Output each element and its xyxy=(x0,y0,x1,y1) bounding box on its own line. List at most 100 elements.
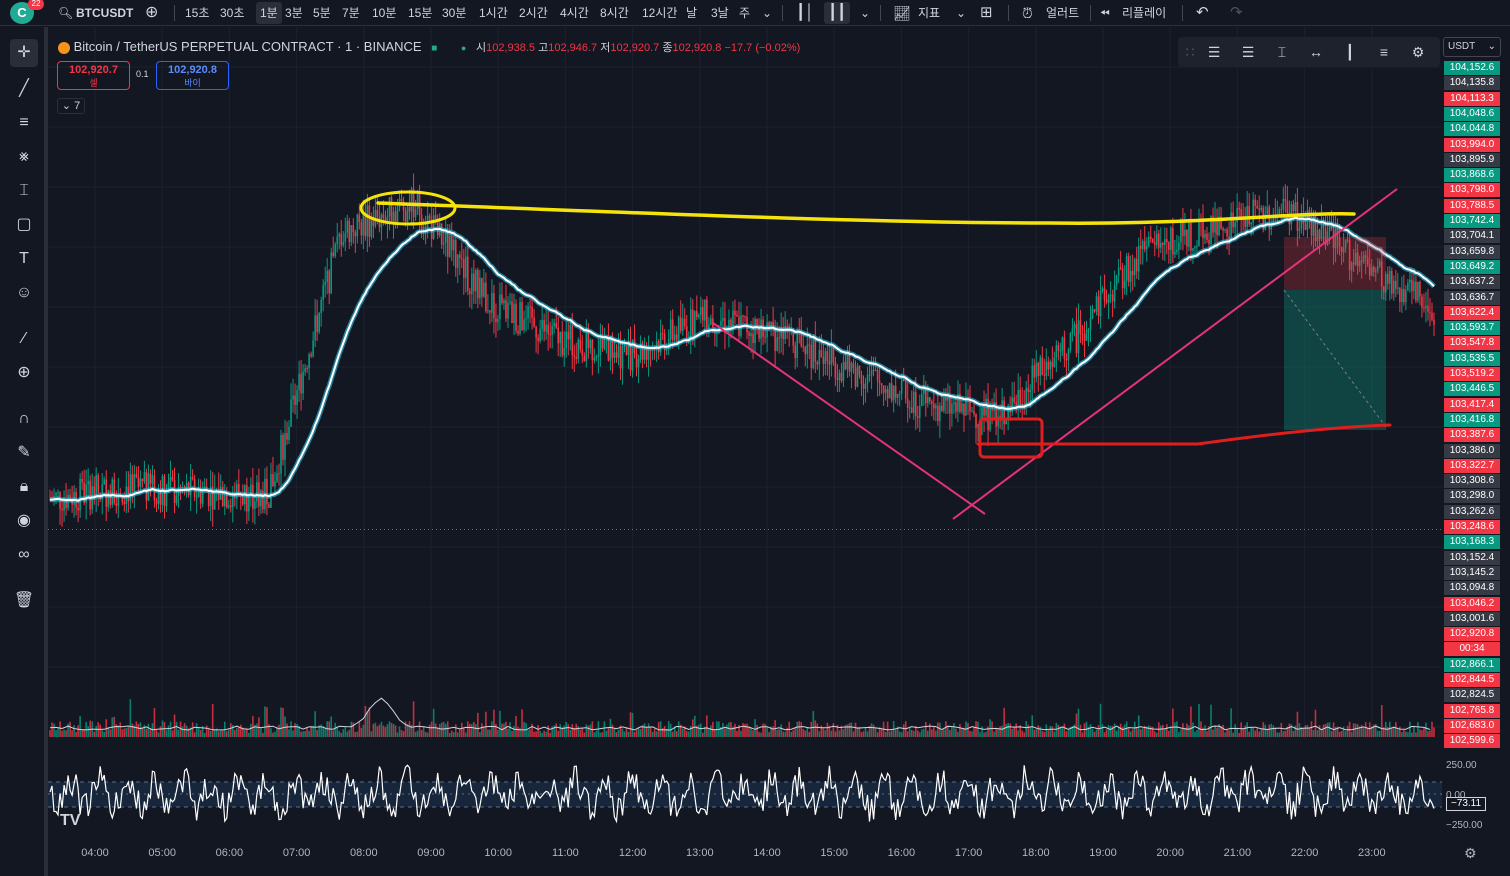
price-chart-pane[interactable] xyxy=(48,27,1442,739)
date-range-icon[interactable]: ↔ xyxy=(1309,44,1323,60)
chart-type-dropdown-icon[interactable]: ⌄ xyxy=(860,6,871,20)
interval-10[interactable]: 2시간 xyxy=(519,6,548,20)
buy-button[interactable]: 102,920.8 바이 xyxy=(156,61,229,90)
legend-title[interactable]: Bitcoin / TetherUS PERPETUAL CONTRACT · … xyxy=(73,39,422,54)
candle-body xyxy=(625,345,628,356)
trash-icon[interactable]: 🗑︎ xyxy=(13,592,35,609)
interval-2[interactable]: 1분 xyxy=(256,2,282,24)
volume-bar xyxy=(173,714,176,737)
price-chart-svg[interactable] xyxy=(48,27,1442,739)
candle-body xyxy=(1097,296,1100,317)
pattern-icon[interactable]: ⨳ xyxy=(19,148,29,165)
lock-draw-icon[interactable]: ✎ xyxy=(17,444,31,461)
layout-grid-icon[interactable]: ⊞ xyxy=(980,4,993,21)
ruler-icon[interactable]: ∕ xyxy=(22,330,26,347)
emoji-icon[interactable]: ☺ xyxy=(15,284,33,301)
candle-body xyxy=(207,492,210,507)
measure-icon[interactable]: ⌶ xyxy=(19,182,29,199)
interval-dropdown-icon[interactable]: ⌄ xyxy=(762,6,773,20)
volume-bar xyxy=(505,721,507,737)
price-range-icon[interactable]: ⌶ xyxy=(1277,44,1287,60)
candle-body xyxy=(326,270,328,283)
interval-12[interactable]: 8시간 xyxy=(600,6,629,20)
drag-handle-icon[interactable]: ∷ xyxy=(1185,44,1195,60)
volume-bar xyxy=(1123,724,1126,737)
indicators-icon[interactable]: 📈︎ xyxy=(893,5,911,21)
volume-bar xyxy=(736,731,738,737)
candle-body xyxy=(296,390,298,405)
divider xyxy=(1182,5,1183,21)
alert-clock-icon[interactable]: ⏰︎ xyxy=(1022,5,1033,21)
interval-11[interactable]: 4시간 xyxy=(560,6,589,20)
volume-bar xyxy=(1262,722,1265,737)
legend-collapse-button[interactable]: ⌄ 7 xyxy=(57,98,85,114)
search-icon[interactable]: 🔍︎ xyxy=(58,6,74,20)
volume-bar xyxy=(955,728,957,737)
candle-chart-icon[interactable]: ┃┃ xyxy=(824,2,851,24)
trendline-icon[interactable]: ╱ xyxy=(19,80,29,97)
interval-14[interactable]: 날 xyxy=(686,6,698,20)
oscillator-pane[interactable] xyxy=(48,742,1442,840)
interval-4[interactable]: 5분 xyxy=(313,6,331,20)
interval-8[interactable]: 30분 xyxy=(442,6,467,20)
candle-body xyxy=(1186,229,1188,247)
interval-3[interactable]: 3분 xyxy=(285,6,303,20)
time-label: 10:00 xyxy=(484,847,512,859)
interval-15[interactable]: 3날 xyxy=(711,6,729,20)
eye-icon[interactable]: ◉ xyxy=(17,512,31,529)
account-avatar[interactable]: C xyxy=(10,2,34,24)
candle-body xyxy=(647,349,650,360)
long-position-icon[interactable]: ☰ xyxy=(1207,44,1221,60)
interval-5[interactable]: 7분 xyxy=(342,6,360,20)
interval-0[interactable]: 15초 xyxy=(185,6,210,20)
price-axis[interactable]: 104,152.6 104,135.8 104,113.3 104,048.6 104,… xyxy=(1442,27,1510,749)
candle-body xyxy=(111,479,114,505)
zoom-icon[interactable]: ⊕ xyxy=(17,364,31,381)
replay-icon[interactable]: ⏪︎ xyxy=(1100,6,1110,20)
symbol-search[interactable]: BTCUSDT xyxy=(76,6,134,20)
candle-body xyxy=(191,476,194,479)
fib-icon[interactable]: ≡ xyxy=(19,114,29,131)
settings-icon[interactable]: ⚙ xyxy=(1411,44,1425,60)
shape-icon[interactable]: ▢ xyxy=(16,216,32,233)
alert-button[interactable]: 얼러트 xyxy=(1046,6,1080,20)
lines-icon[interactable]: ≡ xyxy=(1379,44,1389,60)
interval-1[interactable]: 30초 xyxy=(220,6,245,20)
date-price-range-icon[interactable]: ┃ xyxy=(1345,44,1355,60)
candle-body xyxy=(601,339,604,349)
undo-icon[interactable]: ↶ xyxy=(1196,4,1209,21)
volume-bar xyxy=(804,730,807,737)
lock-icon[interactable]: 🔒︎ xyxy=(19,478,29,495)
interval-6[interactable]: 10분 xyxy=(372,6,397,20)
interval-7[interactable]: 15분 xyxy=(408,6,433,20)
indicators-button[interactable]: 지표 xyxy=(918,6,941,20)
replay-button[interactable]: 리플레이 xyxy=(1122,6,1167,20)
add-symbol-icon[interactable]: ⊕ xyxy=(145,4,159,21)
tradingview-logo[interactable]: TV xyxy=(60,812,81,829)
candle-body xyxy=(1149,236,1152,240)
interval-16[interactable]: 주 xyxy=(739,6,751,20)
time-axis[interactable]: 04:00 05:00 06:00 07:00 08:00 09:00 10:00 11:00… xyxy=(48,840,1442,876)
volume-bar xyxy=(698,724,700,737)
volume-bar xyxy=(786,727,788,737)
volume-bar xyxy=(1041,730,1044,737)
redo-icon[interactable]: ↷ xyxy=(1230,4,1243,21)
link-icon[interactable]: ∞ xyxy=(18,546,30,563)
sell-button[interactable]: 102,920.7 셀 xyxy=(57,61,130,90)
settings-gear-icon[interactable]: ⚙ xyxy=(1464,845,1477,861)
bar-chart-icon[interactable]: ┃│ xyxy=(796,4,815,21)
interval-9[interactable]: 1시간 xyxy=(479,6,508,20)
crosshair-icon[interactable]: ✛ xyxy=(10,39,38,67)
volume-bar xyxy=(1011,729,1013,737)
volume-bar xyxy=(1083,723,1086,737)
currency-select[interactable]: USDT ⌄ xyxy=(1443,37,1501,57)
interval-13[interactable]: 12시간 xyxy=(642,6,678,20)
volume-bar xyxy=(330,716,333,737)
short-position-icon[interactable]: ☰ xyxy=(1241,44,1255,60)
text-icon[interactable]: T xyxy=(19,250,29,267)
indicators-dropdown-icon[interactable]: ⌄ xyxy=(956,6,967,20)
candle-body xyxy=(1344,239,1347,248)
volume-bar xyxy=(1147,725,1150,737)
candle-body xyxy=(659,332,662,353)
magnet-icon[interactable]: ∩ xyxy=(18,410,30,427)
